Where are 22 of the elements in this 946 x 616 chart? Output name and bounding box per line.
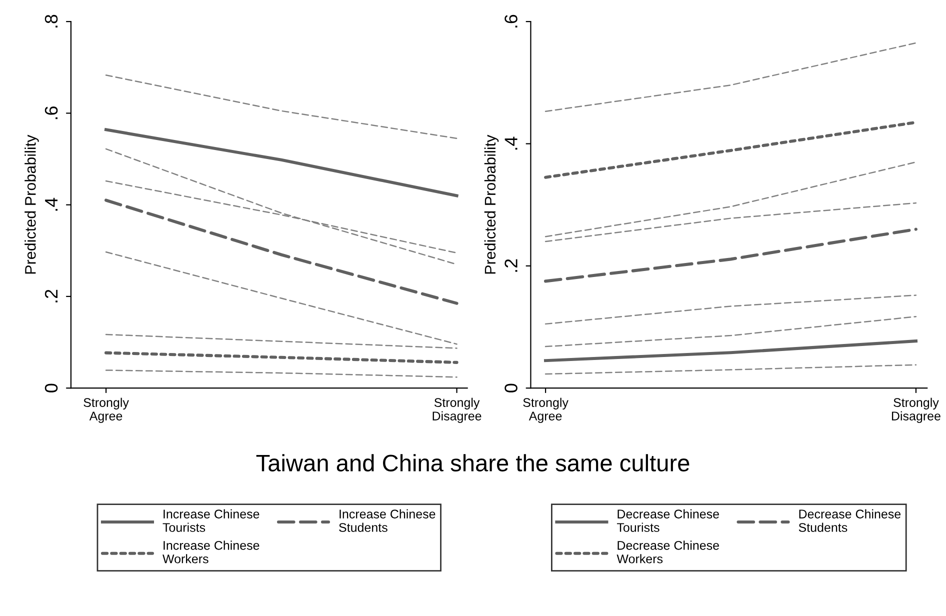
y-tick-label: .6	[44, 106, 58, 120]
legend-label: Increase Chinese Students	[339, 509, 436, 532]
y-tick-label: .4	[504, 136, 518, 150]
legend-label: Decrease Chinese Tourists	[616, 509, 719, 532]
legend-label: Decrease Chinese Students	[798, 509, 901, 532]
y-tick-label: .8	[44, 14, 58, 28]
x-tick-label: Strongly Disagree	[892, 398, 940, 423]
y-tick-label: .6	[504, 14, 518, 28]
x-tick-label: Strongly Agree	[84, 398, 129, 423]
x-axis-title: Taiwan and China share the same culture	[256, 454, 690, 472]
y-axis-title: Predicted Probability	[484, 134, 499, 274]
y-tick-label: 0	[504, 384, 518, 392]
x-tick-label: Strongly Disagree	[432, 398, 482, 423]
legend-label: Decrease Chinese Workers	[616, 540, 719, 564]
y-tick-label: 0	[44, 384, 58, 392]
y-tick-label: .2	[504, 259, 518, 272]
x-tick-label: Strongly Agree	[523, 398, 568, 423]
y-axis-title: Predicted Probability	[24, 134, 39, 274]
legend-label: Increase Chinese Workers	[162, 540, 260, 564]
y-tick-label: .4	[45, 198, 58, 211]
legend-label: Increase Chinese Tourists	[162, 509, 260, 532]
y-tick-label: .2	[44, 290, 58, 302]
